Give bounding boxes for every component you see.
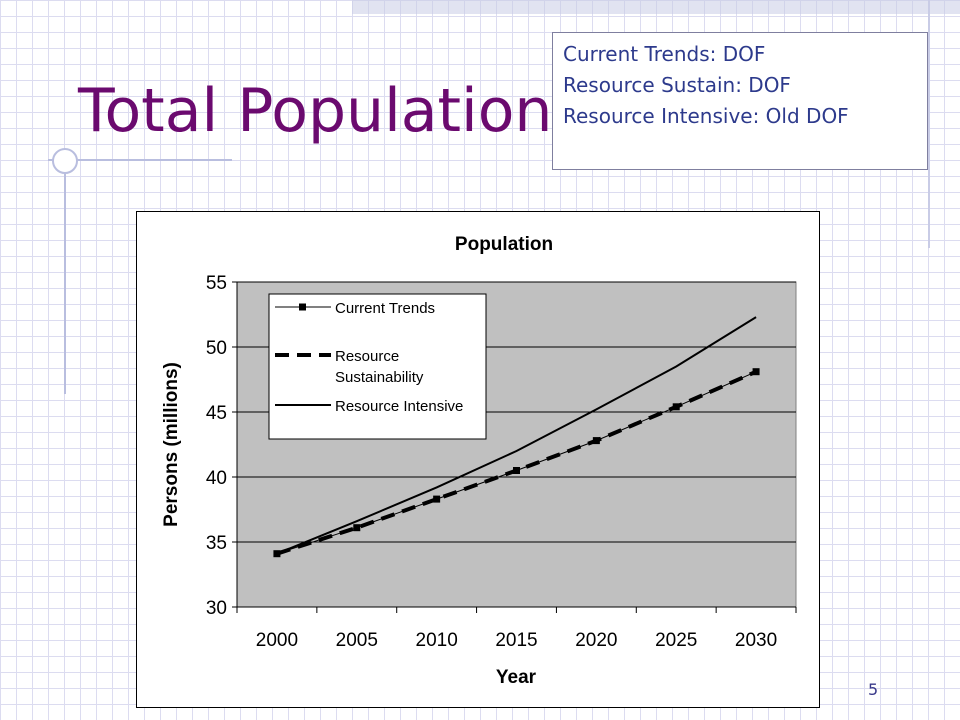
x-tick-label: 2000 [256, 630, 298, 651]
x-axis-title: Year [496, 667, 537, 688]
source-notes-box: Current Trends: DOF Resource Sustain: DO… [552, 32, 928, 170]
y-tick-label: 35 [206, 533, 227, 554]
y-tick-label: 40 [206, 468, 227, 489]
x-tick-label: 2005 [336, 630, 378, 651]
population-chart: 30 35 40 45 50 55 2000 2005 2010 2015 2020 2025 2030… [161, 234, 797, 688]
data-point-marker [273, 550, 281, 558]
y-tick-label: 45 [206, 403, 227, 424]
x-tick-label: 2025 [655, 630, 697, 651]
x-tick-label: 2015 [495, 630, 537, 651]
data-point-marker [513, 467, 520, 474]
legend-label-current-trends: Current Trends [335, 300, 435, 317]
legend-label-resource-sustainability: Resource [335, 348, 399, 365]
y-tick-label: 55 [206, 273, 227, 294]
data-point-marker [752, 368, 760, 376]
y-axis-title: Persons (millions) [161, 362, 182, 527]
legend-box [268, 293, 487, 440]
page-number: 5 [868, 680, 879, 699]
title-rule-vertical [64, 150, 66, 394]
data-point-marker [433, 495, 441, 503]
data-point-marker [672, 403, 680, 411]
x-tick-label: 2030 [735, 630, 777, 651]
x-tick-label: 2010 [416, 630, 458, 651]
series-line-resource-intensive [276, 316, 757, 555]
title-rule-horizontal [48, 159, 232, 161]
note-resource-sustain: Resource Sustain: DOF [563, 73, 791, 97]
data-point-marker [353, 524, 361, 532]
title-ring-ornament [52, 148, 78, 174]
x-tick-label: 2020 [575, 630, 617, 651]
y-tick-label: 50 [206, 338, 227, 359]
chart-container: 30 35 40 45 50 55 2000 2005 2010 2015 2020 2025 2030… [136, 211, 820, 708]
decorative-top-band [352, 0, 960, 14]
note-current-trends: Current Trends: DOF [563, 42, 766, 66]
chart-title: Population [455, 234, 553, 255]
legend-label-resource-intensive: Resource Intensive [335, 398, 463, 415]
note-resource-intensive: Resource Intensive: Old DOF [563, 104, 849, 128]
legend-marker [299, 303, 306, 311]
y-tick-label: 30 [206, 598, 227, 619]
slide-title: Total Population [78, 76, 553, 146]
data-point-marker [592, 437, 600, 445]
legend-label-resource-sustainability-line2: Sustainability [335, 369, 424, 386]
decorative-right-rule [928, 0, 930, 248]
